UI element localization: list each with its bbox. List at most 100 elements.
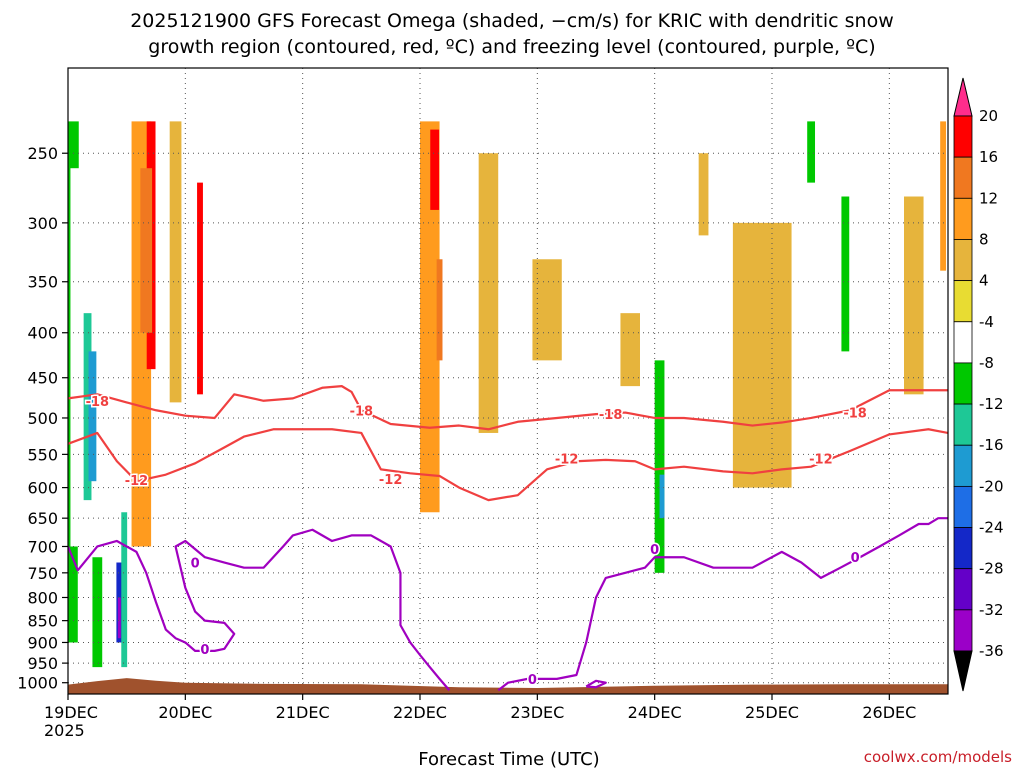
omega-region-7 xyxy=(117,597,121,639)
colorbar-swatch-9 xyxy=(953,485,973,528)
omega-region-23 xyxy=(620,313,640,387)
y-tick-label-800: 800 xyxy=(27,588,58,607)
omega-region-27 xyxy=(732,222,792,488)
x-tick-label-24DEC: 24DEC xyxy=(628,703,682,722)
y-tick-label-450: 450 xyxy=(27,369,58,388)
omega-region-13 xyxy=(169,121,182,403)
omega-region-9 xyxy=(108,121,116,448)
x-axis-label: Forecast Time (UTC) xyxy=(418,749,599,768)
omega-region-33 xyxy=(940,121,947,271)
colorbar-swatch-6 xyxy=(953,362,973,405)
contour-label-0-2: 0 xyxy=(528,673,537,688)
colorbar-label-10: -24 xyxy=(979,519,1004,537)
colorbar-swatch-10 xyxy=(953,527,973,570)
omega-region-15 xyxy=(226,196,232,361)
omega-region-22 xyxy=(532,259,562,361)
contour-labels-layer: -18 -18 -18 -18 -12 -12 -12 -12 0 0 0 0 0 xyxy=(84,393,868,689)
omega-region-1 xyxy=(70,168,86,547)
y-tick-label-350: 350 xyxy=(27,273,58,292)
x-tick-label-26DEC: 26DEC xyxy=(862,703,916,722)
colorbar-swatch-2 xyxy=(953,197,973,240)
contour-line-0 xyxy=(68,528,451,691)
y-tick-label-950: 950 xyxy=(27,654,58,673)
y-tick-label-550: 550 xyxy=(27,445,58,464)
omega-region-19 xyxy=(430,129,440,210)
colorbar-label-0: 20 xyxy=(979,107,998,125)
colorbar-label-5: -4 xyxy=(979,313,994,331)
colorbar-label-7: -12 xyxy=(979,395,1004,413)
omega-shading-layer xyxy=(68,121,947,668)
omega-region-20 xyxy=(436,259,443,361)
y-tick-label-500: 500 xyxy=(27,409,58,428)
chart-title-line-1: 2025121900 GFS Forecast Omega (shaded, −… xyxy=(130,10,894,32)
plot-frame xyxy=(67,67,949,695)
x-tick-sublabel-19DEC: 2025 xyxy=(44,721,85,740)
colorbar-label-8: -16 xyxy=(979,436,1004,454)
colorbar-swatch-5 xyxy=(953,321,973,364)
omega-region-18 xyxy=(420,121,440,513)
omega-region-4 xyxy=(77,546,88,668)
colorbar-label-12: -32 xyxy=(979,601,1004,619)
colorbar: 20 16 12 8 4 -4 -8 -12 -16 -20 -24 -28 -32 -36 xyxy=(953,77,1004,692)
omega-region-31 xyxy=(870,121,879,333)
colorbar-label-9: -20 xyxy=(979,477,1004,495)
x-tick-label-23DEC: 23DEC xyxy=(510,703,564,722)
site-credit: coolwx.com/models xyxy=(864,748,1012,766)
chart-title-line-2: growth region (contoured, red, ºC) and f… xyxy=(148,36,875,58)
contour-label--18-1: -18 xyxy=(350,404,374,419)
colorbar-swatch-4 xyxy=(953,280,973,323)
y-tick-label-400: 400 xyxy=(27,324,58,343)
omega-region-26 xyxy=(698,153,709,236)
x-tick-label-22DEC: 22DEC xyxy=(393,703,447,722)
contour-label--12-3: -12 xyxy=(809,453,833,468)
contour-label--12-0: -12 xyxy=(125,474,149,489)
contour-label--12-2: -12 xyxy=(555,453,579,468)
terrain-layer xyxy=(68,678,948,694)
colorbar-label-13: -36 xyxy=(979,642,1004,660)
omega-region-29 xyxy=(793,524,800,578)
contour-label-0-1: 0 xyxy=(200,643,209,658)
y-tick-label-1000: 1000 xyxy=(17,674,58,693)
omega-region-17 xyxy=(358,540,364,588)
colorbar-swatch-3 xyxy=(953,239,973,282)
omega-region-14 xyxy=(197,182,203,395)
omega-region-32 xyxy=(904,196,924,395)
contour-label-0-4: 0 xyxy=(851,551,860,566)
colorbar-label-6: -8 xyxy=(979,354,994,372)
x-tick-label-19DEC: 19DEC xyxy=(44,703,98,722)
contour-label--18-2: -18 xyxy=(599,408,623,423)
colorbar-swatch-7 xyxy=(953,403,973,446)
omega-region-2 xyxy=(83,313,92,501)
y-tick-label-300: 300 xyxy=(27,214,58,233)
omega-region-21 xyxy=(478,153,499,433)
contour-line-0c xyxy=(585,679,607,689)
colorbar-label-1: 16 xyxy=(979,148,998,166)
contour-label--12-1: -12 xyxy=(379,473,403,488)
contour-label--18-3: -18 xyxy=(843,407,867,422)
y-tick-label-650: 650 xyxy=(27,509,58,528)
omega-region-16 xyxy=(251,332,257,501)
y-tick-label-850: 850 xyxy=(27,612,58,631)
y-tick-label-700: 700 xyxy=(27,537,58,556)
plot-area: -18 -18 -18 -18 -12 -12 -12 -12 0 0 0 0 0 xyxy=(68,68,948,694)
colorbar-top-arrow xyxy=(953,77,973,117)
y-tick-label-900: 900 xyxy=(27,633,58,652)
colorbar-swatch-8 xyxy=(953,444,973,487)
x-tick-label-25DEC: 25DEC xyxy=(745,703,799,722)
omega-region-28 xyxy=(807,121,816,183)
contour-line--12 xyxy=(68,428,948,502)
omega-region-3 xyxy=(88,351,97,482)
contour-label-0-3: 0 xyxy=(650,543,659,558)
colorbar-label-11: -28 xyxy=(979,560,1004,578)
contour-label-0-0: 0 xyxy=(191,557,200,572)
colorbar-bottom-arrow xyxy=(953,650,973,692)
y-tick-label-750: 750 xyxy=(27,564,58,583)
contour-line-0b xyxy=(497,517,948,692)
colorbar-label-4: 4 xyxy=(979,272,989,290)
omega-region-25 xyxy=(659,474,665,519)
y-tick-label-250: 250 xyxy=(27,144,58,163)
contour-label--18-0: -18 xyxy=(86,395,110,410)
x-tick-label-21DEC: 21DEC xyxy=(276,703,330,722)
omega-region-30 xyxy=(841,196,850,352)
